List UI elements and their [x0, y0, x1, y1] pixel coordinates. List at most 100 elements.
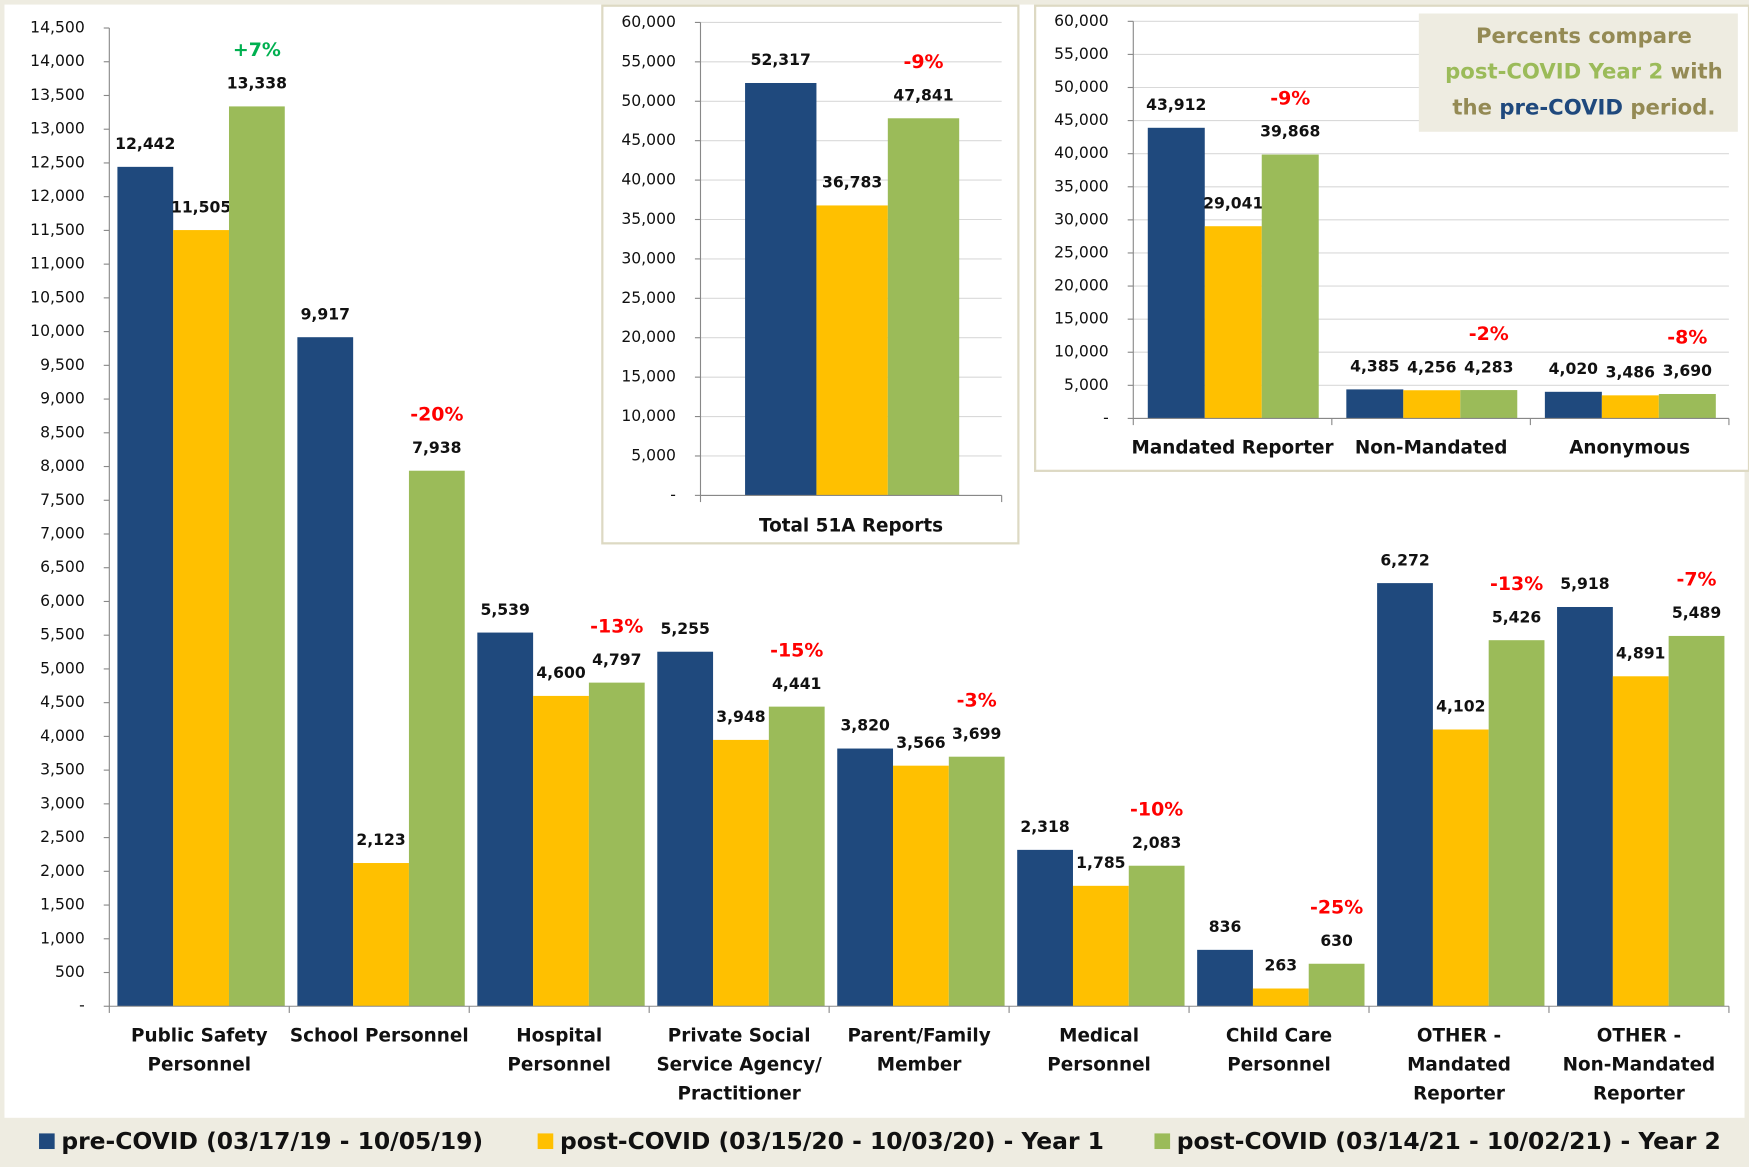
- x-tick-label: Public Safety Personnel: [131, 1025, 268, 1075]
- x-tick-label: Child Care Personnel: [1226, 1025, 1332, 1075]
- bar: [297, 337, 354, 1007]
- bar: [1128, 865, 1185, 1007]
- y-tick-label: 10,000: [1054, 343, 1109, 361]
- value-label: 4,891: [1616, 644, 1665, 662]
- value-label: 3,566: [896, 734, 946, 752]
- y-tick-label: -: [79, 997, 85, 1015]
- annotation: -15%: [770, 639, 823, 661]
- value-label: 836: [1209, 918, 1242, 936]
- value-label: 47,841: [893, 86, 953, 104]
- value-label: 13,338: [227, 75, 287, 93]
- annotation: -10%: [1130, 798, 1183, 820]
- bar: [1204, 226, 1262, 419]
- value-label: 5,489: [1672, 604, 1721, 622]
- bar: [1377, 583, 1433, 1007]
- value-label: 43,912: [1146, 96, 1206, 114]
- y-tick-label: 10,000: [30, 322, 85, 340]
- bar: [1252, 988, 1309, 1007]
- y-tick-label: 3,000: [40, 794, 85, 812]
- annotation: -9%: [1270, 87, 1310, 109]
- y-tick-label: 6,500: [40, 558, 85, 576]
- bar: [1197, 949, 1253, 1007]
- bar: [657, 651, 714, 1007]
- annotation: -9%: [903, 51, 943, 73]
- bar: [117, 166, 174, 1007]
- y-tick-label: 10,500: [30, 288, 85, 306]
- annotation: -13%: [1490, 573, 1543, 595]
- y-tick-label: 60,000: [621, 13, 676, 31]
- y-tick-label: 40,000: [1054, 144, 1109, 162]
- legend-label: post-COVID (03/14/21 - 10/02/21) - Year …: [1177, 1127, 1721, 1155]
- y-tick-label: 14,500: [30, 19, 85, 37]
- value-label: 2,318: [1020, 818, 1069, 836]
- value-label: 2,083: [1132, 834, 1181, 852]
- value-label: 4,020: [1549, 360, 1599, 378]
- y-tick-label: 20,000: [621, 328, 676, 346]
- y-tick-label: 60,000: [1054, 12, 1109, 30]
- y-tick-label: 7,500: [40, 491, 85, 509]
- bar: [745, 82, 817, 496]
- y-tick-label: 12,000: [30, 187, 85, 205]
- x-tick-label: School Personnel: [290, 1025, 469, 1046]
- bar: [173, 230, 229, 1007]
- y-tick-label: 2,000: [40, 862, 85, 880]
- y-tick-label: 50,000: [1054, 78, 1109, 96]
- value-label: 29,041: [1203, 194, 1263, 212]
- value-label: 4,256: [1407, 358, 1457, 376]
- value-label: 5,255: [660, 620, 709, 638]
- bar: [353, 863, 409, 1007]
- bar: [1346, 389, 1404, 419]
- value-label: 5,426: [1492, 608, 1542, 626]
- value-label: 36,783: [822, 174, 882, 192]
- annotation: -7%: [1677, 569, 1717, 591]
- y-tick-label: 35,000: [621, 210, 676, 228]
- value-label: 3,948: [716, 708, 765, 726]
- y-tick-label: 14,000: [30, 52, 85, 70]
- value-label: 52,317: [751, 51, 811, 69]
- x-tick-label: Hospital Personnel: [507, 1025, 611, 1075]
- bar: [1308, 963, 1365, 1007]
- y-tick-label: 11,000: [30, 255, 85, 273]
- value-label: 1,785: [1076, 854, 1125, 872]
- note-text: with: [1663, 59, 1722, 84]
- value-label: 3,486: [1606, 364, 1656, 382]
- note-text: post-COVID Year 2: [1445, 59, 1663, 84]
- y-tick-label: 55,000: [621, 52, 676, 70]
- bar: [1488, 640, 1545, 1007]
- y-tick-label: 45,000: [621, 131, 676, 149]
- value-label: 5,918: [1560, 575, 1609, 593]
- bar: [1668, 635, 1725, 1007]
- note-text: the: [1452, 94, 1499, 119]
- bar: [1460, 390, 1518, 419]
- y-tick-label: 5,000: [631, 446, 676, 464]
- y-tick-label: 5,000: [40, 659, 85, 677]
- bar: [768, 706, 825, 1007]
- value-label: 4,283: [1464, 358, 1513, 376]
- bar: [1612, 676, 1669, 1007]
- bar: [1658, 393, 1716, 419]
- legend-swatch: [537, 1133, 554, 1150]
- note-line: the pre-COVID period.: [1452, 94, 1715, 119]
- x-tick-label: Medical Personnel: [1047, 1025, 1151, 1075]
- y-tick-label: 500: [55, 963, 85, 981]
- bar: [887, 118, 960, 496]
- legend-label: pre-COVID (03/17/19 - 10/05/19): [61, 1127, 483, 1155]
- bar: [893, 765, 949, 1007]
- y-tick-label: 8,000: [40, 457, 85, 475]
- annotation: -25%: [1310, 896, 1363, 918]
- y-tick-label: 4,000: [40, 727, 85, 745]
- value-label: 630: [1320, 932, 1353, 950]
- y-tick-label: 12,500: [30, 153, 85, 171]
- annotation: -13%: [590, 615, 643, 637]
- value-label: 9,917: [301, 305, 350, 323]
- y-tick-label: -: [670, 486, 676, 504]
- y-tick-label: 55,000: [1054, 45, 1109, 63]
- note-line: post-COVID Year 2 with: [1445, 59, 1723, 84]
- annotation: +7%: [233, 39, 281, 61]
- value-label: 12,442: [115, 135, 175, 153]
- value-label: 5,539: [481, 601, 530, 619]
- bar: [1261, 154, 1319, 419]
- y-tick-label: 9,000: [40, 390, 85, 408]
- note-line: Percents compare: [1476, 23, 1692, 48]
- y-tick-label: 15,000: [1054, 310, 1109, 328]
